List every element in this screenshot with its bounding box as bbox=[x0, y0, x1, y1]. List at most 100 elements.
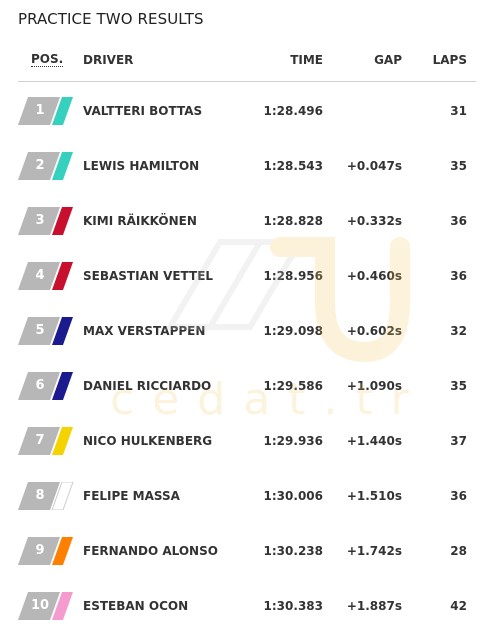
lap-time: 1:30.383 bbox=[263, 599, 323, 613]
driver-name: SEBASTIAN VETTEL bbox=[83, 269, 214, 283]
position-badge: 3 bbox=[18, 207, 74, 235]
header-gap: GAP bbox=[374, 53, 402, 67]
page-title: PRACTICE TWO RESULTS bbox=[18, 10, 204, 28]
results-table-body: 1 VALTTERI BOTTAS 1:28.496 31 2 LEWIS HAMILTO… bbox=[18, 83, 476, 632]
laps-count: 35 bbox=[450, 379, 467, 393]
position-number: 4 bbox=[35, 268, 45, 283]
table-row[interactable]: 2 LEWIS HAMILTON 1:28.543 +0.047s 35 bbox=[18, 138, 476, 193]
table-row[interactable]: 8 FELIPE MASSA 1:30.006 +1.510s 36 bbox=[18, 468, 476, 523]
gap-value: +1.510s bbox=[346, 489, 402, 503]
position-badge: 6 bbox=[18, 372, 74, 400]
position-badge-shape bbox=[18, 372, 73, 400]
gap-value: +0.602s bbox=[346, 324, 402, 338]
position-badge: 4 bbox=[18, 262, 74, 290]
laps-count: 32 bbox=[450, 324, 467, 338]
lap-time: 1:29.586 bbox=[263, 379, 323, 393]
gap-value: +0.332s bbox=[346, 214, 402, 228]
lap-time: 1:29.098 bbox=[263, 324, 323, 338]
gap-value: +1.742s bbox=[346, 544, 402, 558]
driver-name: FERNANDO ALONSO bbox=[83, 544, 218, 558]
table-row[interactable]: 3 KIMI RÄIKKÖNEN 1:28.828 +0.332s 36 bbox=[18, 193, 476, 248]
team-color-stripe bbox=[52, 97, 73, 125]
lap-time: 1:28.828 bbox=[263, 214, 323, 228]
position-badge-shape bbox=[18, 207, 73, 235]
position-number: 3 bbox=[35, 213, 45, 228]
position-badge-shape bbox=[18, 592, 73, 620]
team-color-stripe bbox=[52, 427, 73, 455]
table-row[interactable]: 7 NICO HULKENBERG 1:29.936 +1.440s 37 bbox=[18, 413, 476, 468]
laps-count: 31 bbox=[450, 104, 467, 118]
table-row[interactable]: 9 FERNANDO ALONSO 1:30.238 +1.742s 28 bbox=[18, 523, 476, 578]
driver-name: MAX VERSTAPPEN bbox=[83, 324, 206, 338]
team-color-stripe bbox=[51, 482, 74, 510]
lap-time: 1:28.496 bbox=[263, 104, 323, 118]
driver-name: DANIEL RICCIARDO bbox=[83, 379, 212, 393]
header-pos[interactable]: POS. bbox=[31, 52, 64, 67]
laps-count: 28 bbox=[450, 544, 467, 558]
laps-count: 36 bbox=[450, 489, 467, 503]
laps-count: 42 bbox=[450, 599, 467, 613]
gap-value: +1.440s bbox=[346, 434, 402, 448]
position-number: 7 bbox=[35, 433, 45, 448]
position-number: 10 bbox=[30, 598, 50, 613]
driver-name: VALTTERI BOTTAS bbox=[83, 104, 203, 118]
driver-name: NICO HULKENBERG bbox=[83, 434, 213, 448]
badge-gray-part bbox=[18, 97, 60, 125]
team-color-stripe bbox=[52, 262, 73, 290]
team-color-stripe bbox=[52, 372, 73, 400]
lap-time: 1:30.238 bbox=[263, 544, 323, 558]
position-number: 9 bbox=[35, 543, 45, 558]
badge-gray-part bbox=[18, 482, 60, 510]
position-badge-shape bbox=[18, 152, 73, 180]
gap-value: +1.887s bbox=[346, 599, 402, 613]
table-row[interactable]: 6 DANIEL RICCIARDO 1:29.586 +1.090s 35 bbox=[18, 358, 476, 413]
lap-time: 1:29.936 bbox=[263, 434, 323, 448]
driver-name: KIMI RÄIKKÖNEN bbox=[83, 214, 197, 228]
header-time: TIME bbox=[290, 53, 323, 67]
table-row[interactable]: 10 ESTEBAN OCON 1:30.383 +1.887s 42 bbox=[18, 578, 476, 632]
driver-name: FELIPE MASSA bbox=[83, 489, 180, 503]
table-row[interactable]: 1 VALTTERI BOTTAS 1:28.496 31 bbox=[18, 83, 476, 138]
position-number: 2 bbox=[35, 158, 45, 173]
position-badge-shape bbox=[18, 262, 73, 290]
position-badge-shape bbox=[18, 97, 73, 125]
position-number: 6 bbox=[35, 378, 45, 393]
laps-count: 36 bbox=[450, 214, 467, 228]
badge-gray-part bbox=[18, 592, 60, 620]
gap-value: +0.460s bbox=[346, 269, 402, 283]
badge-gray-part bbox=[18, 427, 60, 455]
position-number: 5 bbox=[35, 323, 45, 338]
badge-gray-part bbox=[18, 317, 60, 345]
badge-gray-part bbox=[18, 372, 60, 400]
driver-name: ESTEBAN OCON bbox=[83, 599, 189, 613]
position-badge: 7 bbox=[18, 427, 74, 455]
position-badge: 9 bbox=[18, 537, 74, 565]
driver-name: LEWIS HAMILTON bbox=[83, 159, 200, 173]
lap-time: 1:28.543 bbox=[263, 159, 323, 173]
table-row[interactable]: 4 SEBASTIAN VETTEL 1:28.956 +0.460s 36 bbox=[18, 248, 476, 303]
laps-count: 35 bbox=[450, 159, 467, 173]
badge-gray-part bbox=[18, 152, 60, 180]
badge-gray-part bbox=[18, 207, 60, 235]
laps-count: 37 bbox=[450, 434, 467, 448]
team-color-stripe bbox=[52, 592, 73, 620]
team-color-stripe bbox=[52, 537, 73, 565]
position-number: 1 bbox=[35, 103, 45, 118]
table-row[interactable]: 5 MAX VERSTAPPEN 1:29.098 +0.602s 32 bbox=[18, 303, 476, 358]
position-badge: 2 bbox=[18, 152, 74, 180]
position-number: 8 bbox=[35, 488, 45, 503]
position-badge: 10 bbox=[18, 592, 74, 620]
position-badge-shape bbox=[18, 537, 73, 565]
gap-value: +1.090s bbox=[346, 379, 402, 393]
gap-value: +0.047s bbox=[346, 159, 402, 173]
team-color-stripe bbox=[52, 317, 73, 345]
header-laps: LAPS bbox=[432, 53, 467, 67]
position-badge: 1 bbox=[18, 97, 74, 125]
laps-count: 36 bbox=[450, 269, 467, 283]
position-badge: 8 bbox=[18, 482, 74, 510]
position-badge-shape bbox=[18, 427, 73, 455]
results-table-header: POS. DRIVER TIME GAP LAPS bbox=[18, 52, 476, 82]
team-color-stripe bbox=[52, 152, 73, 180]
header-driver: DRIVER bbox=[83, 53, 134, 67]
badge-gray-part bbox=[18, 262, 60, 290]
